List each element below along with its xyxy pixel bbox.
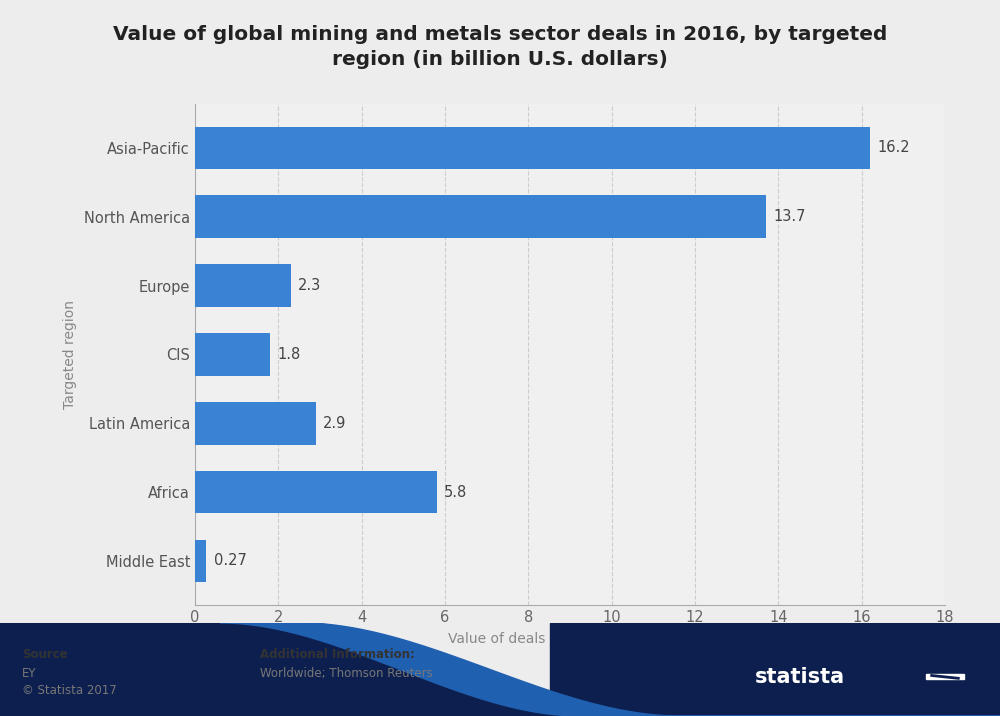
Y-axis label: Targeted region: Targeted region: [63, 300, 77, 409]
Text: 2.9: 2.9: [323, 416, 347, 431]
Text: Value of global mining and metals sector deals in 2016, by targeted
region (in b: Value of global mining and metals sector…: [113, 25, 887, 69]
FancyBboxPatch shape: [926, 674, 964, 679]
Polygon shape: [0, 618, 1000, 716]
Bar: [195, 402, 316, 445]
Bar: [195, 470, 437, 513]
Text: Additional Information:: Additional Information:: [260, 648, 415, 661]
X-axis label: Value of deals in billion U.S. dollars: Value of deals in billion U.S. dollars: [448, 632, 692, 646]
Bar: [195, 540, 206, 582]
Text: © Statista 2017: © Statista 2017: [22, 684, 117, 697]
Bar: [195, 264, 291, 307]
Text: Source: Source: [22, 648, 68, 661]
Text: EY: EY: [22, 667, 36, 680]
Text: Worldwide; Thomson Reuters: Worldwide; Thomson Reuters: [260, 667, 433, 680]
Bar: [195, 195, 766, 238]
Bar: [195, 127, 870, 169]
Text: 2.3: 2.3: [298, 278, 322, 293]
Bar: [550, 623, 1000, 716]
Text: 5.8: 5.8: [444, 485, 467, 500]
Bar: [195, 333, 270, 376]
Text: 16.2: 16.2: [878, 140, 910, 155]
Polygon shape: [0, 614, 1000, 716]
Text: 0.27: 0.27: [214, 553, 247, 569]
Text: 1.8: 1.8: [278, 347, 301, 362]
Text: statista: statista: [755, 667, 845, 687]
Text: 13.7: 13.7: [773, 209, 806, 224]
